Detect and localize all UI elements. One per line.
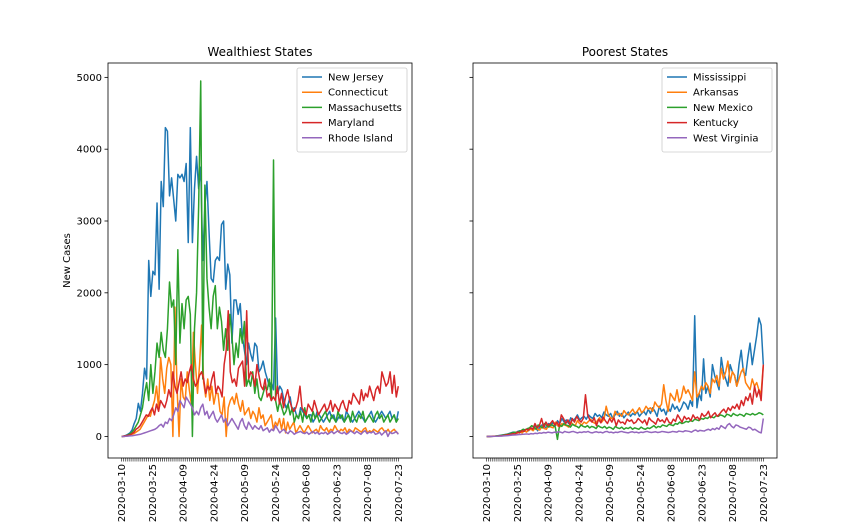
legend-entry: West Virginia <box>693 133 758 144</box>
x-tick-label: 2020-03-25 <box>148 464 159 522</box>
x-tick-label: 2020-06-23 <box>332 464 343 522</box>
x-tick-label: 2020-04-09 <box>179 464 190 522</box>
legend-entry: Kentucky <box>693 118 739 129</box>
x-tick-label: 2020-05-09 <box>605 464 616 522</box>
x-tick-label: 2020-03-10 <box>482 464 493 522</box>
series-line-massachusetts <box>121 80 399 438</box>
y-tick-label: 0 <box>96 432 102 443</box>
legend-entry: Massachusetts <box>328 103 402 114</box>
series-line-mississippi <box>486 315 765 438</box>
x-tick-label: 2020-07-08 <box>728 464 739 522</box>
legend-entry: New Jersey <box>328 73 384 84</box>
y-tick-label: 3000 <box>77 217 102 228</box>
legend-entry: Arkansas <box>693 88 739 99</box>
x-tick-label: 2020-07-23 <box>759 464 770 522</box>
series-line-kentucky <box>486 364 765 438</box>
chart-title: Wealthiest States <box>207 45 312 59</box>
series-line-new-jersey <box>121 126 400 438</box>
series-line-arkansas <box>486 360 765 438</box>
y-tick-label: 2000 <box>77 288 102 299</box>
series-lines <box>121 80 400 438</box>
chart-title: Poorest States <box>582 45 668 59</box>
legend-entry: Maryland <box>328 118 374 129</box>
x-tick-label: 2020-05-24 <box>636 464 647 522</box>
x-tick-label: 2020-03-10 <box>117 464 128 522</box>
x-tick-label: 2020-04-09 <box>544 464 555 522</box>
legend-entry: Mississippi <box>693 73 746 84</box>
x-tick-label: 2020-06-08 <box>302 464 313 522</box>
x-tick-label: 2020-04-24 <box>574 464 585 522</box>
y-tick-label: 5000 <box>77 73 102 84</box>
series-lines <box>486 315 765 441</box>
y-tick-label: 1000 <box>77 360 102 371</box>
x-tick-label: 2020-05-09 <box>240 464 251 522</box>
chart-panel-1: Wealthiest States 0 1000 2000 3000 4000 5000 Ne… <box>62 45 413 522</box>
legend-entry: New Mexico <box>693 103 753 114</box>
legend-entry: Rhode Island <box>328 133 393 144</box>
y-axis-label: New Cases <box>62 233 73 288</box>
legend-entry: Connecticut <box>328 88 388 99</box>
x-tick-label: 2020-07-08 <box>363 464 374 522</box>
x-tick-label: 2020-05-24 <box>271 464 282 522</box>
legend: New Jersey Connecticut Massachusetts Maryla… <box>296 67 408 153</box>
chart-panel-2: Poorest States 2020-03-10 2020-03-25 2020-0… <box>469 45 778 522</box>
x-tick-label: 2020-03-25 <box>513 464 524 522</box>
x-tick-label: 2020-04-24 <box>209 464 220 522</box>
x-tick-label: 2020-06-23 <box>697 464 708 522</box>
x-tick-label: 2020-07-23 <box>394 464 405 522</box>
legend: Mississippi Arkansas New Mexico Kentucky Wes… <box>661 67 773 153</box>
plot-frame <box>107 62 413 459</box>
y-tick-label: 4000 <box>77 145 102 156</box>
series-line-connecticut <box>121 306 399 438</box>
plot-frame <box>472 62 778 459</box>
series-line-rhode-island <box>121 396 399 438</box>
x-tick-label: 2020-06-08 <box>667 464 678 522</box>
series-line-west-virginia <box>486 418 765 438</box>
series-line-maryland <box>121 310 400 438</box>
legend-box <box>661 67 773 153</box>
legend-box <box>296 67 408 153</box>
